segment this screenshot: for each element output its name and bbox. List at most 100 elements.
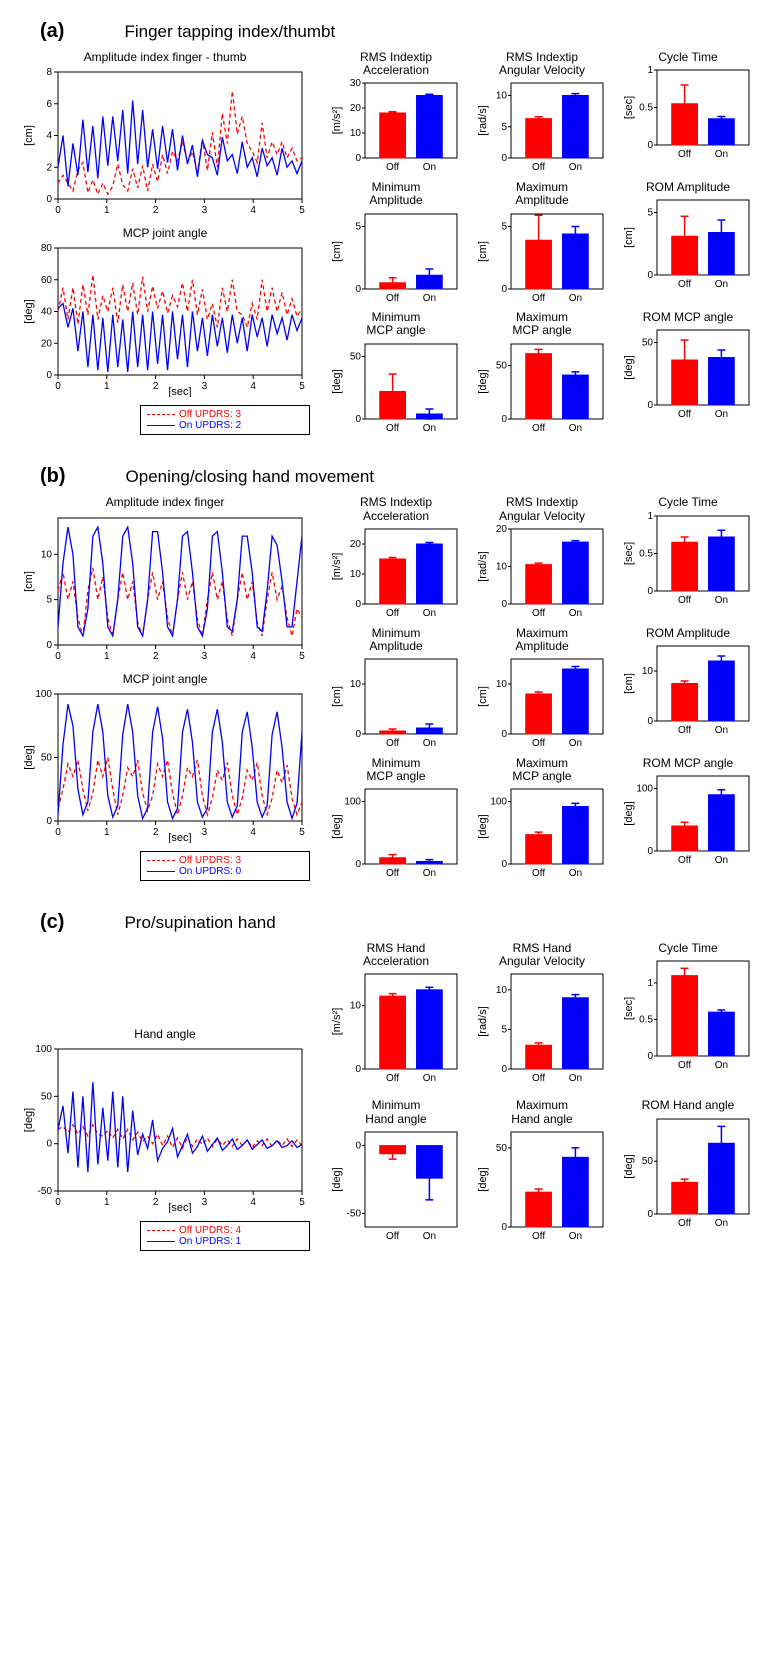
svg-text:100: 100 xyxy=(35,689,52,700)
svg-text:5: 5 xyxy=(46,594,52,605)
section-label: (c) xyxy=(40,911,64,934)
svg-text:[deg]: [deg] xyxy=(23,745,35,769)
svg-text:On: On xyxy=(569,608,582,619)
line-chart: Amplitude index finger - thumb0246801234… xyxy=(20,51,310,221)
svg-text:50: 50 xyxy=(496,360,508,371)
svg-text:0: 0 xyxy=(647,270,653,281)
svg-text:0: 0 xyxy=(501,729,507,740)
svg-text:0: 0 xyxy=(55,381,61,392)
svg-text:20: 20 xyxy=(496,525,508,535)
bar-chart: ROM MCP angle0100[deg]OffOn xyxy=(622,757,754,881)
section-title: Finger tapping index/thumbt xyxy=(124,22,335,42)
svg-text:1: 1 xyxy=(104,381,110,392)
svg-text:50: 50 xyxy=(350,351,362,362)
svg-text:Off: Off xyxy=(386,162,399,173)
svg-text:On: On xyxy=(715,855,728,866)
svg-text:On: On xyxy=(715,725,728,736)
svg-text:2: 2 xyxy=(153,205,159,216)
svg-text:Off: Off xyxy=(386,738,399,749)
svg-text:[cm]: [cm] xyxy=(477,686,489,707)
svg-text:0: 0 xyxy=(355,153,361,164)
svg-text:0: 0 xyxy=(647,1209,653,1220)
section-title: Opening/closing hand movement xyxy=(126,467,375,487)
svg-text:Off: Off xyxy=(678,1060,691,1071)
svg-text:[cm]: [cm] xyxy=(623,227,635,248)
svg-text:0: 0 xyxy=(647,140,653,151)
svg-text:[cm]: [cm] xyxy=(477,241,489,262)
svg-text:0: 0 xyxy=(46,816,52,827)
svg-text:[rad/s]: [rad/s] xyxy=(477,551,489,582)
bar-chart: MaximumAmplitude010[cm]OffOn xyxy=(476,627,608,751)
svg-text:0.5: 0.5 xyxy=(639,1014,653,1025)
svg-text:Off: Off xyxy=(532,1231,545,1242)
svg-text:0: 0 xyxy=(355,859,361,870)
bar-chart: RMS HandAngular Velocity0510[rad/s]OffOn xyxy=(476,942,608,1094)
svg-text:On: On xyxy=(569,293,582,304)
svg-text:3: 3 xyxy=(202,381,208,392)
svg-text:[sec]: [sec] xyxy=(623,997,635,1020)
svg-text:On: On xyxy=(423,423,436,434)
bar-chart: Cycle Time00.51[sec]OffOn xyxy=(622,942,754,1094)
bar-chart: MaximumHand angle050[deg]OffOn xyxy=(476,1099,608,1251)
svg-text:100: 100 xyxy=(35,1044,52,1055)
svg-text:3: 3 xyxy=(202,205,208,216)
svg-text:1: 1 xyxy=(647,512,653,522)
section-label: (b) xyxy=(40,465,66,488)
svg-text:0: 0 xyxy=(355,1140,361,1151)
svg-text:[cm]: [cm] xyxy=(23,125,35,146)
svg-text:-50: -50 xyxy=(347,1208,362,1219)
svg-text:0: 0 xyxy=(46,194,52,205)
svg-text:0: 0 xyxy=(647,716,653,727)
svg-text:0.5: 0.5 xyxy=(639,103,653,114)
svg-text:[sec]: [sec] xyxy=(168,386,191,397)
svg-text:-50: -50 xyxy=(38,1186,53,1197)
svg-text:20: 20 xyxy=(350,103,362,114)
svg-text:0: 0 xyxy=(55,1197,61,1208)
svg-text:0: 0 xyxy=(647,586,653,597)
svg-text:5: 5 xyxy=(299,651,305,662)
svg-text:5: 5 xyxy=(501,1025,507,1036)
svg-text:1: 1 xyxy=(647,978,653,989)
svg-text:Off: Off xyxy=(532,162,545,173)
svg-text:2: 2 xyxy=(153,827,159,838)
svg-text:5: 5 xyxy=(299,381,305,392)
svg-text:0: 0 xyxy=(55,651,61,662)
svg-text:5: 5 xyxy=(355,221,361,232)
svg-text:On: On xyxy=(423,162,436,173)
svg-text:5: 5 xyxy=(299,1197,305,1208)
section-a: (a)Finger tapping index/thumbtAmplitude … xyxy=(20,20,754,435)
bar-chart: MinimumAmplitude05[cm]OffOn xyxy=(330,181,462,305)
svg-text:6: 6 xyxy=(46,99,52,110)
svg-text:[cm]: [cm] xyxy=(23,571,35,592)
svg-text:10: 10 xyxy=(496,561,508,572)
svg-text:On: On xyxy=(715,1060,728,1071)
section-b: (b)Opening/closing hand movementAmplitud… xyxy=(20,465,754,880)
svg-text:Off: Off xyxy=(386,423,399,434)
svg-text:Off: Off xyxy=(678,279,691,290)
svg-text:[deg]: [deg] xyxy=(623,356,635,380)
svg-text:Off: Off xyxy=(386,1231,399,1242)
svg-text:0: 0 xyxy=(501,153,507,164)
bar-chart: RMS IndextipAngular Velocity0510[rad/s]O… xyxy=(476,51,608,175)
section-c: (c)Pro/supination handHand angle-5005010… xyxy=(20,911,754,1251)
bar-chart: MinimumMCP angle0100[deg]OffOn xyxy=(330,757,462,881)
svg-text:[deg]: [deg] xyxy=(23,1108,35,1132)
legend: Off UPDRS: 3On UPDRS: 2 xyxy=(140,405,310,435)
svg-text:5: 5 xyxy=(501,122,507,133)
svg-text:Off: Off xyxy=(386,293,399,304)
bar-chart: MinimumMCP angle050[deg]OffOn xyxy=(330,311,462,435)
svg-text:Off: Off xyxy=(532,293,545,304)
svg-text:2: 2 xyxy=(46,162,52,173)
svg-text:0: 0 xyxy=(46,370,52,381)
svg-text:3: 3 xyxy=(202,651,208,662)
svg-text:1: 1 xyxy=(104,651,110,662)
svg-text:On: On xyxy=(423,1231,436,1242)
svg-text:[cm]: [cm] xyxy=(623,673,635,694)
svg-text:5: 5 xyxy=(299,205,305,216)
svg-text:Off: Off xyxy=(532,738,545,749)
svg-text:On: On xyxy=(715,279,728,290)
svg-text:1: 1 xyxy=(104,1197,110,1208)
bar-chart: ROM Amplitude05[cm]OffOn xyxy=(622,181,754,305)
svg-text:50: 50 xyxy=(642,338,654,349)
svg-text:[cm]: [cm] xyxy=(331,686,343,707)
